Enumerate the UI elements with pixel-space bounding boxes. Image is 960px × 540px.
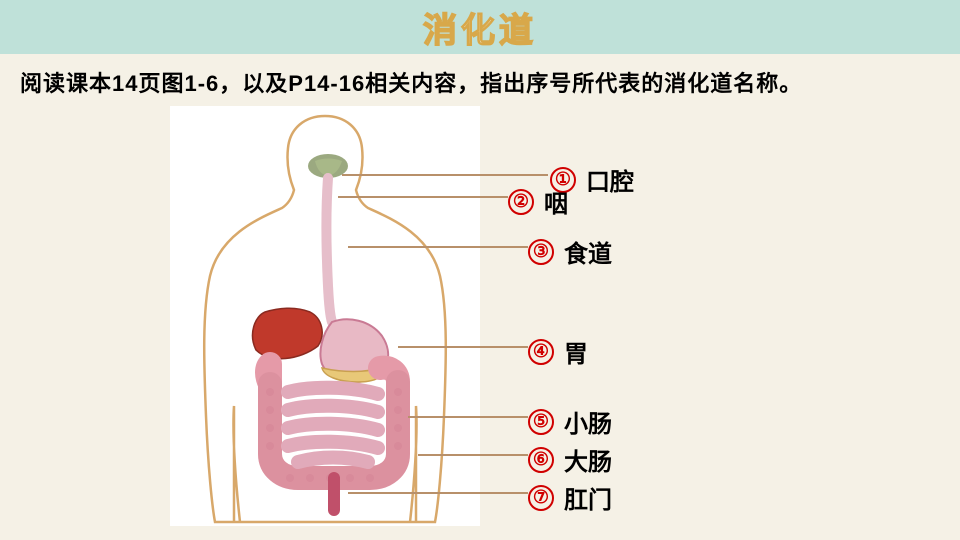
leader-5 [408, 416, 528, 418]
leader-4 [398, 346, 528, 348]
label-large-intestine: ⑥ 大肠 [528, 442, 612, 477]
label-num-5: ⑤ [528, 409, 554, 435]
instruction-text: 阅读课本14页图1-6，以及P14-16相关内容，指出序号所代表的消化道名称。 [0, 54, 960, 106]
page-title: 消化道 [423, 3, 537, 52]
content-area: ① 口腔 ② 咽 ③ 食道 ④ 胃 ⑤ 小肠 ⑥ 大肠 ⑦ 肛门 [0, 106, 960, 536]
label-text-7: 肛门 [564, 480, 612, 515]
label-num-7: ⑦ [528, 485, 554, 511]
leader-7 [348, 492, 528, 494]
digestive-system-diagram [170, 106, 480, 526]
leader-2 [338, 196, 508, 198]
label-text-4: 胃 [564, 334, 588, 369]
label-pharynx: ② 咽 [508, 184, 568, 219]
label-anus: ⑦ 肛门 [528, 480, 612, 515]
label-small-intestine: ⑤ 小肠 [528, 404, 612, 439]
leader-6 [418, 454, 528, 456]
label-text-6: 大肠 [564, 442, 612, 477]
label-num-4: ④ [528, 339, 554, 365]
label-stomach: ④ 胃 [528, 334, 588, 369]
label-text-3: 食道 [564, 234, 612, 269]
title-bar: 消化道 [0, 0, 960, 54]
label-text-1: 口腔 [586, 162, 634, 197]
label-num-2: ② [508, 189, 534, 215]
label-text-2: 咽 [544, 184, 568, 219]
label-text-5: 小肠 [564, 404, 612, 439]
leader-3 [348, 246, 528, 248]
label-num-6: ⑥ [528, 447, 554, 473]
label-num-3: ③ [528, 239, 554, 265]
label-esophagus: ③ 食道 [528, 234, 612, 269]
leader-1 [342, 174, 548, 176]
